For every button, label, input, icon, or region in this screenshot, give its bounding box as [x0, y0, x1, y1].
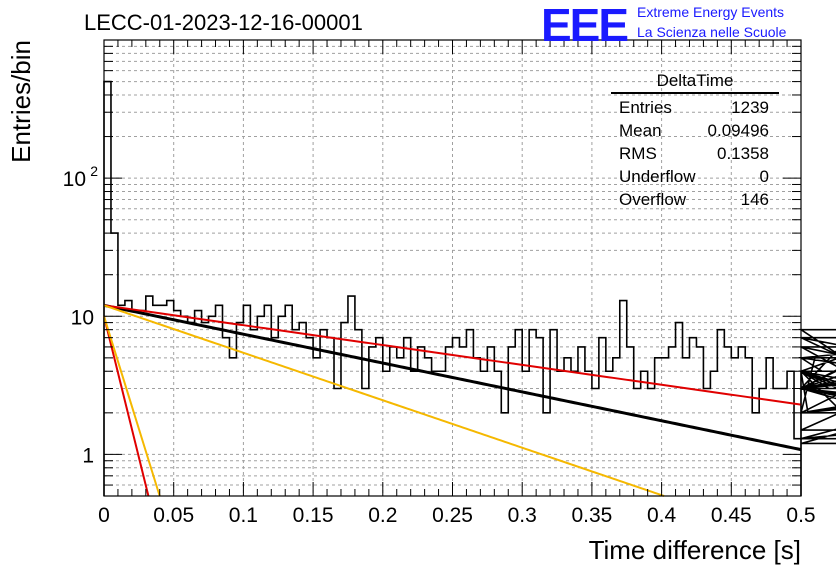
- x-tick-label: 0.3: [508, 504, 537, 527]
- stats-value: 0.1358: [717, 144, 769, 163]
- stats-row-overflow: Overflow 146: [611, 188, 779, 211]
- stats-box: DeltaTime Entries 1239 Mean 0.09496 RMS …: [611, 71, 779, 211]
- y-tick-label-exponent: 2: [90, 163, 98, 179]
- y-tick-label: 10: [63, 168, 86, 191]
- histogram: [103, 80, 836, 496]
- eee-logo-line1: Extreme Energy Events: [637, 4, 785, 20]
- stats-value: 1239: [731, 98, 769, 117]
- y-tick-label: 10: [71, 306, 94, 329]
- eee-logo: EEE: [541, 0, 629, 51]
- x-tick-label: 0.15: [293, 504, 334, 527]
- stats-row-underflow: Underflow 0: [611, 165, 779, 188]
- x-tick-label: 0.2: [368, 504, 397, 527]
- stats-label: Overflow: [619, 190, 687, 209]
- stats-label: Mean: [619, 121, 662, 140]
- stats-value: 146: [740, 190, 769, 209]
- x-axis-title: Time difference [s]: [589, 535, 801, 565]
- x-tick-label: 0.25: [432, 504, 473, 527]
- x-tick-label: 0.1: [229, 504, 258, 527]
- x-tick-label: 0.5: [786, 504, 815, 527]
- stats-title: DeltaTime: [611, 71, 779, 94]
- histogram-outline: [103, 80, 836, 496]
- fit-line-orange: [103, 315, 161, 497]
- plot-title: LECC-01-2023-12-16-00001: [84, 10, 363, 35]
- stats-label: RMS: [619, 144, 657, 163]
- stats-row-entries: Entries 1239: [611, 96, 779, 119]
- y-tick-label: 1: [82, 444, 94, 467]
- x-tick-label: 0.05: [153, 504, 194, 527]
- stats-row-mean: Mean 0.09496: [611, 119, 779, 142]
- x-tick-label: 0: [98, 504, 110, 527]
- stats-label: Underflow: [619, 167, 696, 186]
- fit-line-red: [103, 316, 150, 497]
- stats-label: Entries: [619, 98, 672, 117]
- x-tick-label: 0.45: [711, 504, 752, 527]
- eee-logo-line2: La Scienza nelle Scuole: [637, 24, 787, 40]
- stats-value: 0: [759, 167, 769, 186]
- y-axis-title: Entries/bin: [6, 40, 36, 163]
- stats-row-rms: RMS 0.1358: [611, 142, 779, 165]
- fit-line-black: [103, 303, 802, 452]
- stats-value: 0.09496: [707, 121, 769, 140]
- fit-line-orange: [103, 304, 665, 497]
- fit-line-red: [103, 304, 802, 406]
- axes: 0 0.05 0.1 0.15 0.2 0.25 0.3 0.35 0.4 0.45 0.5 1 10 1…: [6, 39, 816, 565]
- x-tick-label: 0.35: [571, 504, 612, 527]
- x-tick-label: 0.4: [647, 504, 677, 527]
